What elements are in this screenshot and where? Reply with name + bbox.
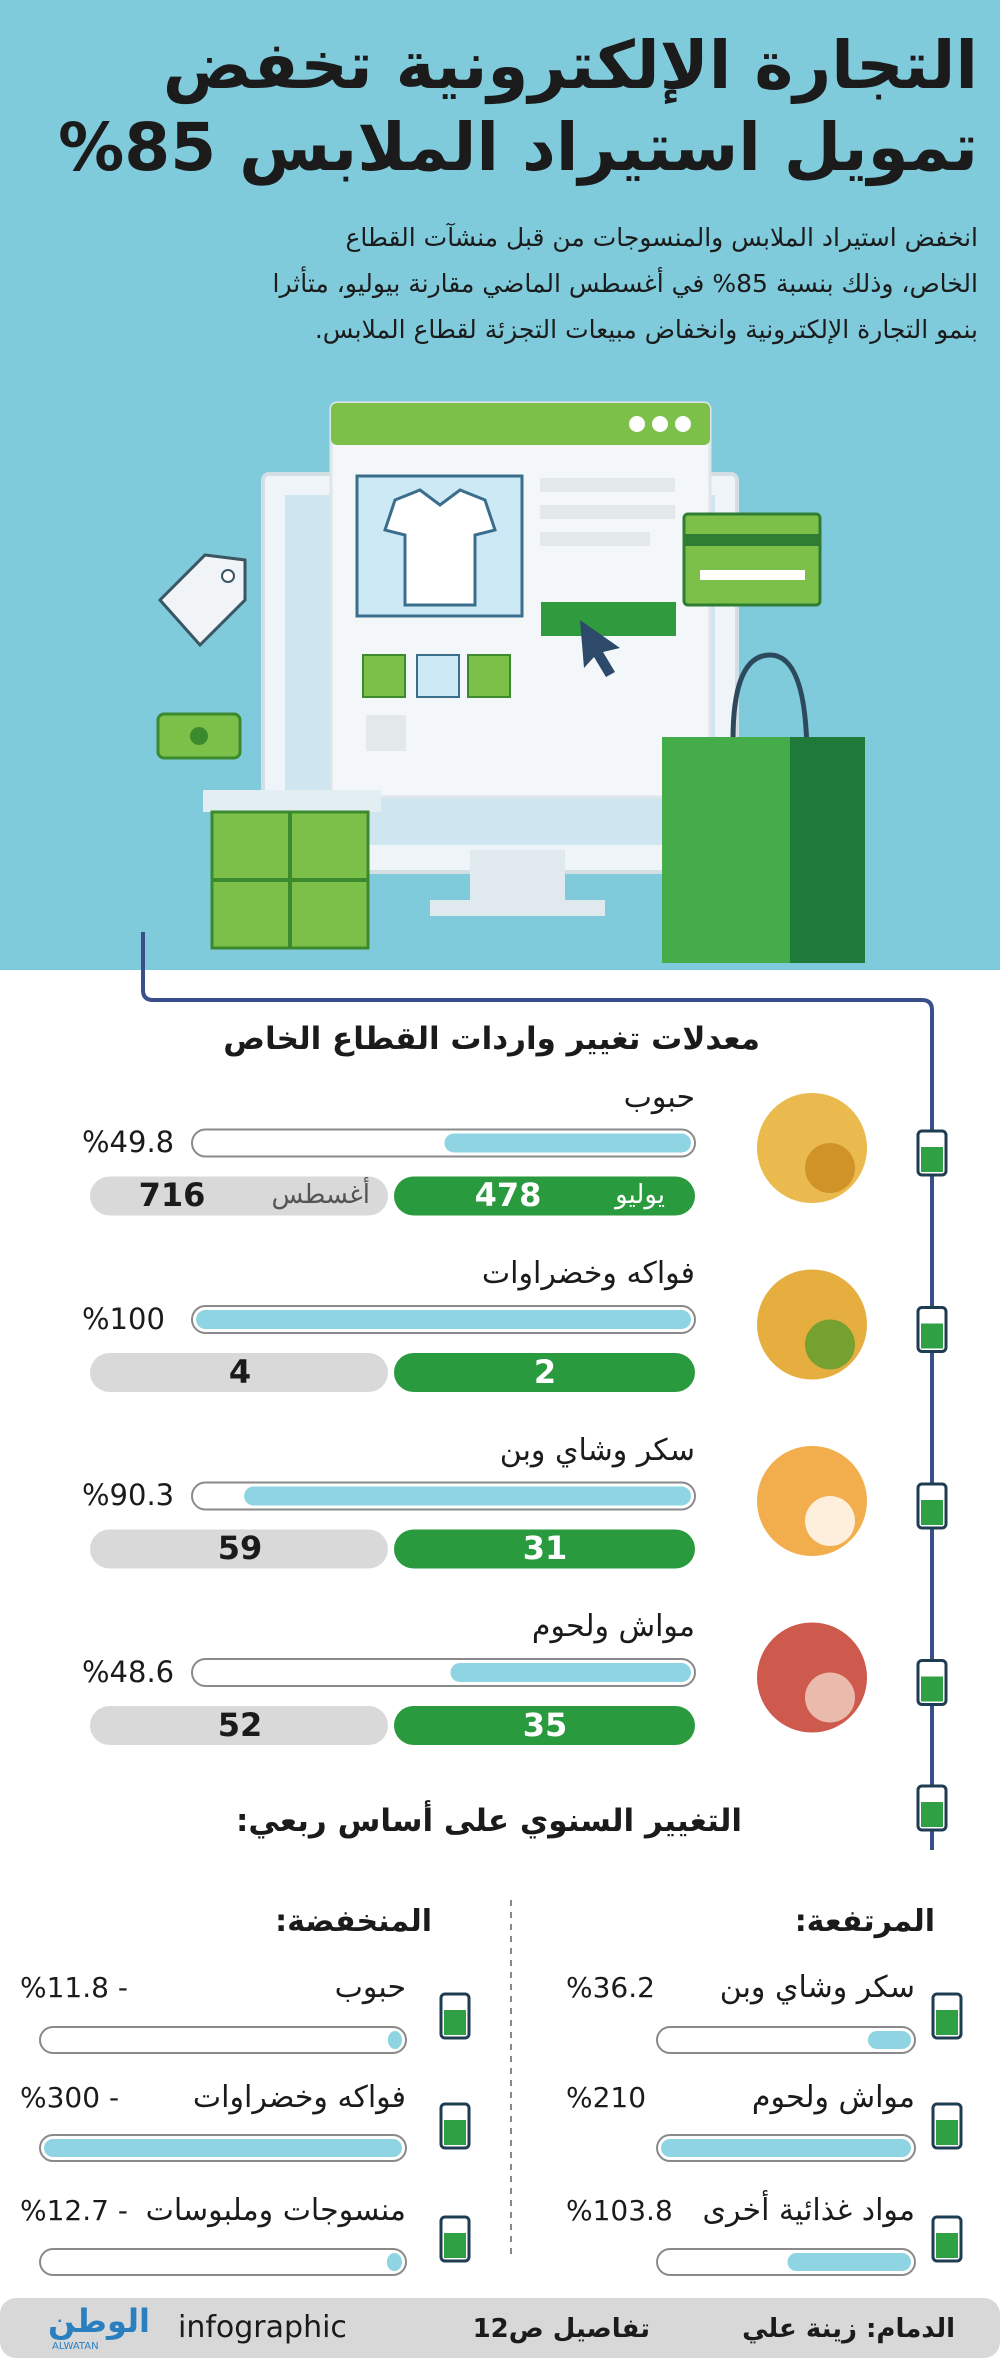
cup-fill <box>921 1802 943 1827</box>
title: تمويل استيراد الملابس 85% <box>58 109 978 187</box>
body-text: الخاص، وذلك بنسبة 85% في أغسطس الماضي مق… <box>272 269 978 299</box>
percent-label: %103.8 <box>566 2194 673 2228</box>
title: التجارة الإلكترونية تخفض <box>162 27 978 105</box>
july-value: 478 <box>474 1176 542 1215</box>
august-value: 716 <box>138 1176 206 1215</box>
cup-fill <box>921 1323 943 1349</box>
august-label: أغسطس <box>271 1180 371 1211</box>
item-name: منسوجات وملبوسات <box>145 2192 406 2228</box>
section-title: التغيير السنوي على أساس ربعي: <box>236 1803 742 1840</box>
bar <box>787 2253 911 2271</box>
item-name: فواكه وخضراوات <box>192 2079 406 2115</box>
bar <box>450 1663 691 1682</box>
august-pill <box>90 1176 388 1216</box>
body-text: انخفض استيراد الملابس والمنسوجات من قبل … <box>345 223 978 253</box>
july-value: 31 <box>522 1529 568 1568</box>
food-icon <box>757 1269 867 1380</box>
august-value: 4 <box>228 1352 252 1391</box>
illustration <box>156 401 865 963</box>
july-pill <box>394 1176 695 1216</box>
bar-track <box>39 2248 407 2276</box>
logo-latin: ALWATAN <box>52 2341 99 2353</box>
cup-fill <box>921 1676 943 1702</box>
bar <box>244 1486 691 1506</box>
item-name: مواش ولحوم <box>751 2079 915 2115</box>
cup-fill <box>936 2233 958 2258</box>
food-icon <box>805 1319 855 1370</box>
percent-label: %210 <box>566 2081 647 2115</box>
august-pill <box>90 1529 388 1569</box>
bar <box>661 2139 911 2157</box>
july-pill <box>394 1353 695 1392</box>
body-text: بنمو التجارة الإلكترونية وانخفاض مبيعات … <box>314 315 978 345</box>
july-pill <box>394 1706 695 1745</box>
footer-details: تفاصيل ص12 <box>472 2314 650 2345</box>
percent-label: %49.8 <box>82 1125 175 1160</box>
august-pill <box>90 1706 388 1745</box>
august-pill <box>90 1353 388 1392</box>
food-icon <box>805 1496 855 1546</box>
percent-label: %100 <box>82 1301 165 1336</box>
cup-fill <box>921 1147 943 1172</box>
cup-fill <box>444 2120 466 2145</box>
percent-label: %36.2 <box>566 1971 655 2005</box>
column-title: المنخفضة: <box>275 1903 432 1939</box>
footer-brand: infographic <box>178 2309 347 2345</box>
bar-track <box>39 2026 407 2054</box>
july-pill <box>394 1529 695 1569</box>
percent-label: %12.7 - <box>20 2194 128 2228</box>
item-name: مواد غذائية أخرى <box>702 2192 915 2228</box>
footer-location: الدمام: زينة علي <box>742 2314 955 2345</box>
column-title: المرتفعة: <box>794 1903 935 1939</box>
item-name: سكر وشاي وبن <box>719 1969 915 2005</box>
bar-track <box>656 2026 916 2054</box>
food-icon <box>805 1143 855 1193</box>
bar <box>387 2031 402 2049</box>
bar <box>386 2253 402 2271</box>
bar <box>44 2139 402 2157</box>
food-icon <box>757 1093 867 1203</box>
percent-label: %48.6 <box>82 1654 175 1689</box>
percent-label: %90.3 <box>82 1478 175 1513</box>
item-name: فواكه وخضراوات <box>481 1256 695 1292</box>
cup-fill <box>936 2120 958 2145</box>
footer-bar <box>0 2298 1000 2358</box>
item-name: مواش ولحوم <box>531 1609 695 1645</box>
cup-fill <box>444 2233 466 2258</box>
item-name: حبوب <box>334 1969 406 2005</box>
july-value: 35 <box>522 1705 568 1744</box>
july-label: يوليو <box>615 1180 665 1211</box>
july-value: 2 <box>533 1352 557 1391</box>
cup-fill <box>936 2010 958 2035</box>
item-name: سكر وشاي وبن <box>499 1432 695 1468</box>
cup-fill <box>444 2010 466 2035</box>
bar <box>867 2031 911 2049</box>
section-title: معدلات تغيير واردات القطاع الخاص <box>223 1021 760 1058</box>
august-value: 59 <box>217 1529 263 1568</box>
august-value: 52 <box>217 1705 263 1744</box>
food-icon <box>757 1446 867 1556</box>
percent-label: %11.8 - <box>20 1971 128 2005</box>
bar <box>444 1133 691 1153</box>
bar <box>196 1310 691 1329</box>
timeline <box>141 932 934 1850</box>
food-icon <box>805 1672 855 1723</box>
food-icon <box>757 1622 867 1733</box>
item-name: حبوب <box>623 1079 695 1115</box>
percent-label: %300 - <box>20 2081 120 2115</box>
logo: الوطن <box>48 2302 150 2341</box>
cup-fill <box>921 1500 943 1525</box>
